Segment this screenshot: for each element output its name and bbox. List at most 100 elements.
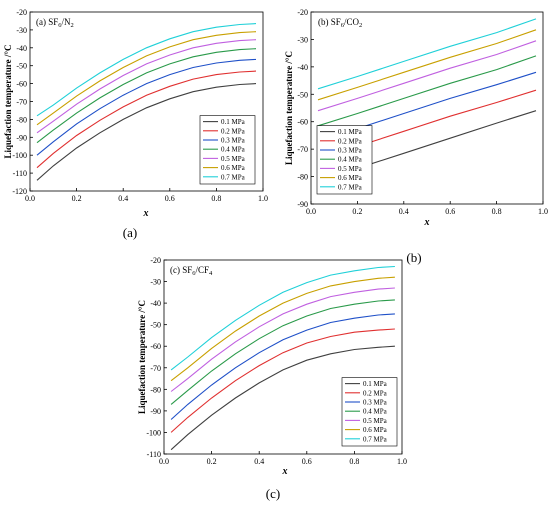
y-tick-label: -70: [297, 145, 308, 154]
y-tick-label: -60: [297, 118, 308, 127]
panel-label: (b): [406, 250, 421, 265]
y-tick-label: -80: [16, 115, 27, 124]
y-tick-label: -20: [150, 256, 161, 265]
legend-label: 0.4 MPa: [338, 156, 363, 164]
y-tick-label: -40: [297, 63, 308, 72]
x-tick-label: 0.8: [349, 457, 359, 466]
y-tick-label: -100: [12, 151, 27, 160]
panel-label: (c): [266, 486, 280, 501]
x-tick-label: 0.2: [72, 194, 82, 203]
x-tick-label: 0.6: [165, 194, 175, 203]
x-tick-label: 0.0: [306, 207, 316, 216]
y-axis-label: Liquefaction temperature /°C: [3, 45, 13, 159]
series-line-0-2-MPa: [170, 328, 395, 433]
series-line-0-1-MPa: [36, 83, 257, 181]
legend-label: 0.2 MPa: [363, 389, 388, 397]
y-tick-label: -50: [150, 321, 161, 330]
legend-label: 0.6 MPa: [363, 426, 388, 434]
x-tick-label: 0.6: [445, 207, 455, 216]
x-tick-label: 0.2: [352, 207, 362, 216]
x-tick-label: 0.8: [492, 207, 502, 216]
legend-label: 0.4 MPa: [221, 146, 246, 154]
x-tick-label: 1.0: [258, 194, 268, 203]
x-axis-label: x: [282, 466, 288, 477]
plot-frame: [310, 11, 544, 205]
chart-title: (c) SF6/CF4: [170, 265, 213, 277]
y-tick-label: -110: [13, 169, 27, 178]
x-tick-label: 1.0: [397, 457, 407, 466]
series-line-0-7-MPa: [170, 265, 395, 371]
y-tick-label: -60: [16, 80, 27, 89]
series-line-0-6-MPa: [170, 276, 395, 382]
x-tick-label: 1.0: [538, 207, 548, 216]
x-axis-label: x: [424, 217, 430, 228]
legend-label: 0.4 MPa: [363, 408, 388, 416]
y-tick-label: -30: [297, 35, 308, 44]
x-tick-label: 0.4: [254, 457, 264, 466]
y-tick-label: -70: [150, 364, 161, 373]
series-line-0-4-MPa: [170, 299, 395, 405]
chart-panel-c: -110 -100 -90 -80 -70 -60 -50 -40 -30 -20 0.0 0.2 0.…: [137, 256, 407, 477]
legend-label: 0.7 MPa: [338, 183, 363, 191]
series-line-0-4-MPa: [36, 48, 257, 144]
chart-panel-a: -120 -110 -100 -90 -80 -70 -60 -50 -40 -30 -20 0.0 0…: [3, 8, 268, 219]
legend-label: 0.2 MPa: [338, 137, 363, 145]
y-tick-label: -40: [16, 44, 27, 53]
y-tick-label: -120: [12, 187, 27, 196]
y-tick-label: -40: [150, 299, 161, 308]
series-line-0-7-MPa: [317, 18, 537, 90]
legend-label: 0.1 MPa: [338, 128, 363, 136]
series-line-0-6-MPa: [36, 31, 257, 126]
y-tick-label: -90: [16, 133, 27, 142]
legend-box: [341, 377, 398, 447]
legend-box: [199, 115, 256, 185]
series-line-0-6-MPa: [317, 29, 537, 101]
legend-label: 0.1 MPa: [221, 118, 246, 126]
y-tick-label: -50: [297, 90, 308, 99]
y-tick-label: -80: [297, 173, 308, 182]
series-line-0-3-MPa: [36, 58, 257, 156]
legend-label: 0.6 MPa: [338, 174, 363, 182]
series-line-0-7-MPa: [36, 23, 257, 117]
y-tick-label: -90: [150, 407, 161, 416]
series-line-0-2-MPa: [36, 70, 257, 169]
legend-label: 0.6 MPa: [221, 164, 246, 172]
y-axis-label: Liquefaction temperature /°C: [137, 300, 147, 414]
series-line-0-3-MPa: [170, 313, 395, 420]
y-tick-label: -60: [150, 342, 161, 351]
legend-label: 0.3 MPa: [363, 399, 388, 407]
x-axis-label: x: [143, 208, 149, 219]
series-line-0-1-MPa: [170, 345, 395, 451]
y-tick-label: -100: [146, 428, 161, 437]
legend-label: 0.5 MPa: [363, 417, 388, 425]
legend-box: [316, 125, 373, 195]
chart-title: (a) SF6/N2: [36, 17, 74, 29]
panel-label: (a): [123, 225, 137, 240]
y-tick-label: -20: [16, 8, 27, 17]
x-tick-label: 0.8: [211, 194, 221, 203]
chart-panel-b: -90 -80 -70 -60 -50 -40 -30 -20 0.0 0.2 0.4 0.6 0.8 1…: [284, 8, 548, 228]
y-tick-label: -50: [16, 62, 27, 71]
chart-title: (b) SF6/CO2: [318, 17, 362, 29]
x-tick-label: 0.4: [118, 194, 128, 203]
legend-label: 0.5 MPa: [338, 165, 363, 173]
series-line-0-5-MPa: [36, 39, 257, 134]
legend-label: 0.2 MPa: [221, 127, 246, 135]
y-axis-label: Liquefaction temperature /°C: [284, 51, 294, 165]
series-line-0-5-MPa: [170, 287, 395, 392]
y-tick-label: -20: [297, 8, 308, 17]
plot-frame: [163, 259, 403, 455]
x-tick-label: 0.2: [207, 457, 217, 466]
legend-label: 0.5 MPa: [221, 155, 246, 163]
y-tick-label: -30: [150, 278, 161, 287]
legend-label: 0.7 MPa: [221, 173, 246, 181]
y-tick-label: -80: [150, 385, 161, 394]
x-tick-label: 0.4: [399, 207, 409, 216]
legend-label: 0.3 MPa: [221, 137, 246, 145]
y-tick-label: -30: [16, 26, 27, 35]
